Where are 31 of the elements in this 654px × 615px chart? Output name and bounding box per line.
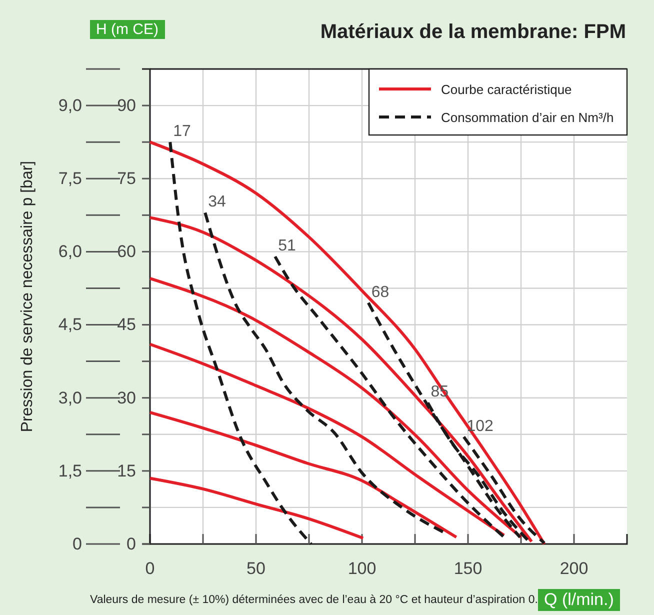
x-tick-label: 0 [145, 559, 155, 578]
x-tick-label: 150 [454, 559, 482, 578]
y2-tick-label: 1,5 [58, 461, 82, 480]
annotation: 102 [466, 418, 494, 435]
y2-tick-label: 4,5 [58, 315, 82, 334]
y-tick-label: 90 [117, 96, 136, 115]
chart-title: Matériaux de la membrane: FPM [320, 21, 626, 43]
legend-label: Courbe caractéristique [441, 82, 572, 97]
annotation: 51 [278, 238, 296, 255]
y2-axis-title: Pression de service necessaire p [bar] [19, 160, 36, 432]
y2-tick-label: 0 [72, 534, 82, 554]
annotation: 34 [208, 194, 226, 211]
annotation: 68 [371, 284, 390, 301]
y2-tick-label: 6,0 [58, 242, 82, 262]
text: Valeurs de mesure (± 10%) déterminées avec de l’eau à 20 °C et hauteur d’aspiration 0. [90, 594, 538, 606]
y-tick-label: 60 [117, 242, 136, 262]
y-axis-title: H (m CE) [90, 20, 164, 39]
annotation: 17 [173, 123, 192, 140]
y2-tick-label: 9,0 [58, 96, 82, 115]
x-tick-label: 200 [560, 559, 588, 578]
y-tick-label: 15 [117, 461, 136, 480]
y-tick-label: 0 [126, 534, 136, 554]
y2-tick-label: 3,0 [58, 388, 82, 408]
x-tick-label: 100 [348, 559, 376, 578]
x-tick-label: 50 [246, 559, 266, 578]
legend-label: Consommation d’air en Nm³/h [441, 110, 614, 125]
y-tick-label: 30 [117, 388, 136, 408]
y-tick-label: 45 [117, 315, 136, 334]
x-axis-title: Q (l/min.) [538, 589, 620, 611]
y2-tick-label: 7,5 [58, 169, 82, 188]
y-tick-label: 75 [117, 169, 136, 188]
